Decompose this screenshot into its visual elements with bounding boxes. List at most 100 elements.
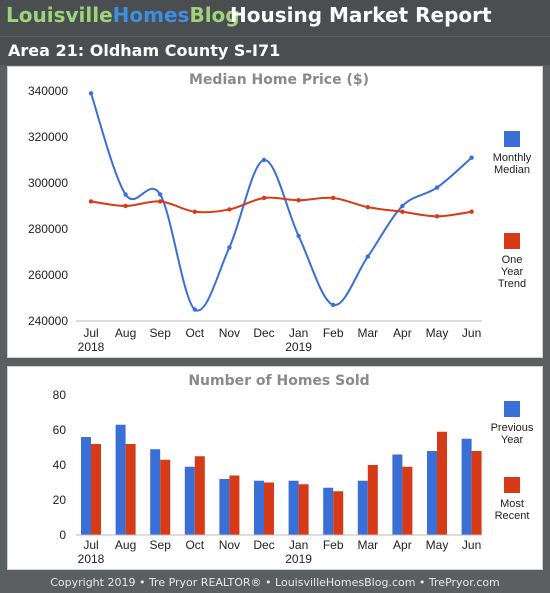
y-tick-label: 40 — [53, 458, 67, 472]
y-tick-label: 60 — [53, 423, 67, 437]
data-point — [123, 192, 128, 197]
year-label: 2018 — [78, 340, 105, 354]
data-point — [88, 199, 94, 204]
bar — [219, 479, 230, 535]
data-point — [261, 157, 267, 163]
data-point — [227, 245, 232, 250]
chart-title: Median Home Price ($) — [189, 72, 369, 88]
data-point — [192, 209, 197, 214]
bar — [194, 456, 205, 535]
data-point — [123, 203, 128, 209]
x-tick-label: Jun — [462, 326, 481, 340]
data-point — [261, 195, 267, 201]
x-tick-label: Feb — [323, 326, 344, 340]
series-line — [90, 196, 472, 218]
year-label: 2019 — [285, 552, 312, 566]
legend-swatch — [504, 401, 520, 417]
x-tick-label: Mar — [357, 326, 378, 340]
data-point — [469, 155, 474, 160]
data-point — [434, 185, 440, 190]
legend-label: Median — [494, 164, 530, 176]
x-tick-label: Dec — [253, 538, 274, 552]
x-tick-label: Dec — [253, 326, 274, 340]
y-tick-label: 260000 — [28, 268, 68, 282]
data-point — [296, 233, 301, 239]
data-point — [469, 209, 474, 214]
x-tick-label: May — [426, 326, 449, 340]
bar — [367, 465, 378, 535]
data-point — [158, 192, 163, 197]
x-tick-label: Jul — [83, 326, 98, 340]
x-tick-label: Mar — [357, 538, 378, 552]
bar — [81, 437, 91, 535]
data-point — [227, 207, 232, 212]
x-tick-label: Sep — [150, 538, 172, 552]
homes-sold-panel: Number of Homes Sold 0 20 40 60 80 Jul 2018 Aug S… — [7, 366, 543, 570]
legend-label: One — [502, 254, 523, 266]
bar — [333, 491, 344, 535]
x-tick-label: Oct — [185, 538, 204, 552]
data-point — [365, 254, 370, 259]
legend-label: Monthly — [493, 152, 532, 164]
data-point — [331, 302, 336, 308]
legend-swatch — [504, 477, 520, 493]
data-point — [192, 307, 197, 312]
y-tick-label: 300000 — [28, 176, 68, 190]
x-tick-label: Sep — [150, 326, 172, 340]
report-title: Housing Market Report — [230, 3, 492, 27]
x-tick-label: Jul — [83, 538, 98, 552]
legend-label: Trend — [498, 278, 526, 290]
data-point — [158, 199, 163, 204]
x-tick-label: Nov — [219, 538, 240, 552]
x-tick-label: Apr — [393, 538, 412, 552]
legend-swatch — [504, 233, 520, 249]
bar — [160, 459, 171, 535]
x-tick-label: Oct — [185, 326, 204, 340]
x-tick-label: May — [426, 538, 449, 552]
bar — [288, 480, 299, 535]
data-point — [365, 204, 370, 210]
bar — [91, 444, 101, 535]
x-tick-label: Feb — [323, 538, 344, 552]
legend-label: Recent — [495, 510, 530, 522]
bar — [254, 480, 264, 535]
area-bar: Area 21: Oldham County S-I71 — [0, 37, 550, 65]
bar — [392, 454, 403, 535]
y-tick-label: 20 — [53, 493, 67, 507]
y-tick-label: 0 — [59, 528, 66, 542]
x-tick-label: Jan — [289, 326, 308, 340]
legend-label: Most — [500, 498, 524, 510]
legend-label: Previous — [491, 422, 534, 434]
legend-swatch — [504, 131, 520, 147]
bar — [150, 449, 161, 535]
y-tick-label: 340000 — [28, 84, 68, 98]
bar — [125, 444, 136, 535]
bar — [437, 431, 447, 535]
y-tick-label: 80 — [53, 388, 67, 402]
data-point — [434, 214, 440, 219]
bar — [115, 424, 126, 535]
brand-logo[interactable]: LouisvilleHomesBlog — [6, 3, 240, 27]
data-point — [296, 198, 301, 203]
data-point — [331, 195, 336, 201]
data-point — [400, 203, 405, 209]
y-tick-label: 320000 — [28, 130, 68, 144]
bar — [402, 466, 413, 535]
data-point — [88, 91, 94, 96]
bar — [298, 484, 309, 535]
median-price-panel: Median Home Price ($) 240000 260000 280000 3… — [7, 66, 543, 358]
bar — [323, 487, 334, 535]
bar — [427, 451, 437, 535]
area-title: Area 21: Oldham County S-I71 — [8, 41, 281, 60]
bar — [184, 466, 195, 535]
bar — [357, 480, 368, 535]
footer-copyright: Copyright 2019 • Tre Pryor REALTOR® • Lo… — [50, 576, 500, 589]
bar — [264, 482, 274, 535]
x-tick-label: Jun — [462, 538, 481, 552]
bar — [229, 475, 240, 535]
y-tick-label: 240000 — [28, 314, 68, 328]
x-tick-label: Aug — [115, 538, 136, 552]
median-price-chart: Median Home Price ($) 240000 260000 280000 3… — [28, 72, 532, 354]
brand-part-louisville: Louisville — [6, 3, 113, 27]
